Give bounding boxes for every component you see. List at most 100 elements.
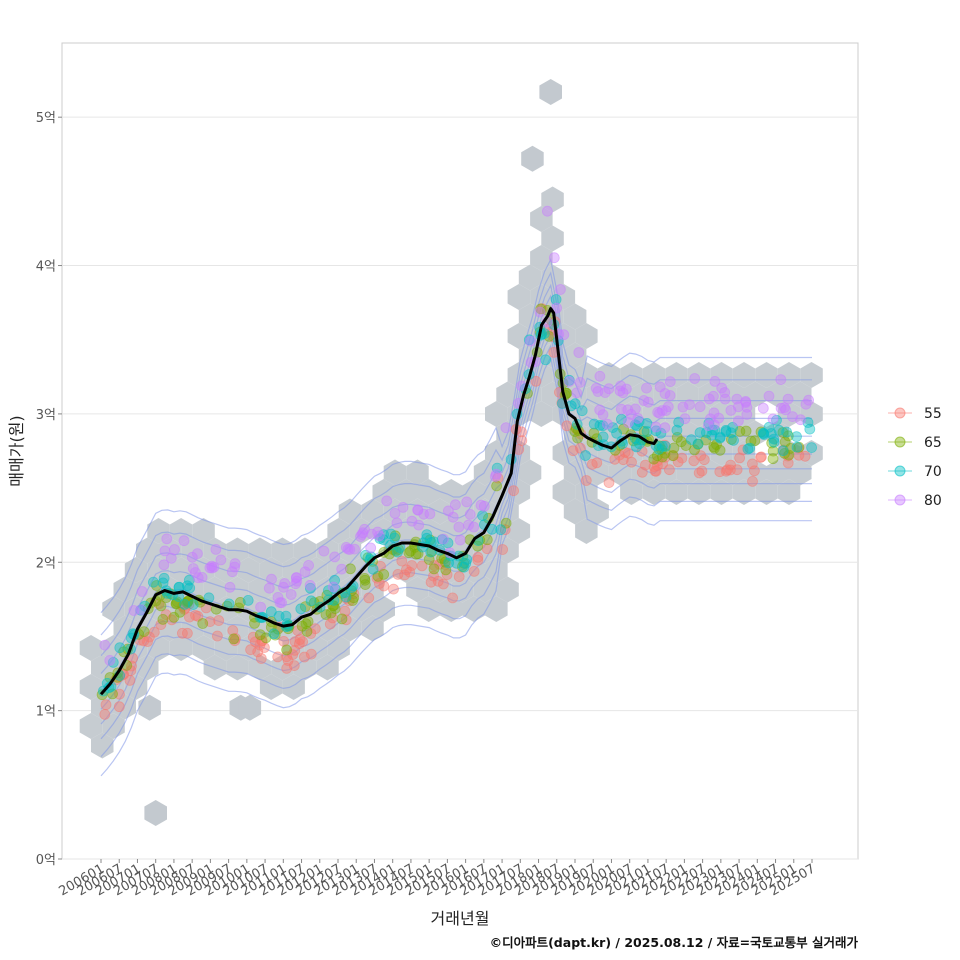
point-65 [344, 563, 356, 575]
point-70 [378, 529, 390, 540]
point-80 [412, 504, 424, 516]
point-55 [734, 452, 745, 464]
point-80 [159, 545, 171, 557]
point-70 [588, 418, 600, 430]
y-axis-title: 매매가(원) [7, 415, 26, 486]
point-70 [147, 576, 159, 588]
hexbin-cell [539, 79, 562, 105]
point-55 [392, 569, 404, 580]
hexbin-cell [406, 576, 429, 603]
hexbin-cell [800, 401, 823, 427]
density-contour [100, 355, 812, 777]
hexbin-cell [710, 362, 733, 388]
point-70 [777, 445, 789, 457]
hexbin-cell [732, 401, 756, 427]
hexbin-cell [710, 440, 733, 466]
point-55 [567, 445, 579, 457]
point-80 [226, 566, 238, 578]
point-70 [360, 549, 372, 561]
hexbin-cell [395, 479, 418, 505]
point-70 [653, 443, 665, 455]
point-70 [744, 442, 756, 454]
hexbin-cell [383, 459, 407, 486]
point-65 [249, 618, 260, 629]
hexbin-cell [181, 537, 204, 564]
point-55 [437, 578, 449, 590]
hexbin-cell [665, 362, 688, 388]
point-80 [548, 252, 560, 264]
point-55 [731, 464, 743, 476]
point-55 [580, 475, 592, 486]
point-70 [791, 431, 802, 443]
point-80 [136, 586, 148, 597]
hexbin-cell [800, 440, 823, 466]
point-80 [464, 509, 476, 520]
point-55 [516, 435, 528, 447]
point-80 [594, 370, 606, 382]
point-70 [720, 426, 732, 437]
point-80 [709, 375, 721, 387]
point-80 [304, 579, 316, 591]
point-55 [211, 630, 223, 642]
point-80 [206, 560, 218, 572]
point-80 [128, 605, 140, 616]
trend-line [99, 307, 659, 696]
point-55 [176, 627, 188, 639]
hexbin-cell [777, 479, 801, 505]
hexbin-cell [620, 440, 643, 466]
point-80 [654, 407, 665, 419]
hexbin-cell [259, 557, 283, 583]
point-55 [416, 560, 428, 572]
point-55 [272, 651, 284, 663]
point-80 [418, 508, 430, 520]
hexbin-cell [541, 264, 564, 291]
point-65 [378, 569, 390, 580]
point-65 [228, 633, 240, 645]
point-55 [530, 375, 542, 387]
point-80 [224, 581, 236, 593]
hexbin-cell [755, 362, 778, 388]
hexbin-cell [169, 596, 193, 622]
hexbin-cell [777, 401, 801, 427]
point-55 [453, 571, 465, 583]
point-80 [454, 534, 466, 546]
point-80 [733, 415, 744, 427]
point-80 [617, 387, 629, 399]
point-80 [641, 382, 652, 394]
point-80 [318, 545, 330, 557]
point-80 [638, 395, 650, 406]
point-80 [381, 495, 393, 507]
point-80 [659, 388, 671, 399]
hexbin-cell [226, 654, 249, 681]
point-80 [104, 655, 116, 666]
point-70 [686, 434, 697, 446]
hexbin-cell [138, 694, 161, 721]
hexbin-cell [91, 654, 114, 681]
point-55 [113, 701, 125, 713]
hexbin-cell [530, 206, 553, 232]
point-80 [650, 421, 662, 433]
hexbin-cell [586, 498, 609, 525]
point-80 [564, 376, 575, 387]
hexbin-cell [417, 596, 440, 622]
hexbin-cell [440, 518, 463, 544]
point-65 [281, 644, 293, 656]
point-55 [626, 456, 637, 468]
point-80 [389, 508, 401, 519]
hexbin-cell [541, 225, 564, 252]
point-80 [775, 374, 787, 386]
point-80 [158, 559, 170, 571]
point-70 [187, 599, 199, 610]
hexbin-cell [552, 479, 576, 505]
density-contour [100, 304, 812, 692]
point-70 [114, 642, 126, 654]
point-80 [290, 572, 302, 583]
point-65 [329, 603, 341, 614]
point-55 [472, 554, 484, 566]
point-70 [421, 529, 433, 540]
hexbin-cell [552, 440, 576, 466]
point-70 [804, 423, 816, 435]
hexbin-cell [124, 557, 148, 583]
point-55 [664, 464, 675, 476]
hexbin-cell [642, 362, 666, 388]
